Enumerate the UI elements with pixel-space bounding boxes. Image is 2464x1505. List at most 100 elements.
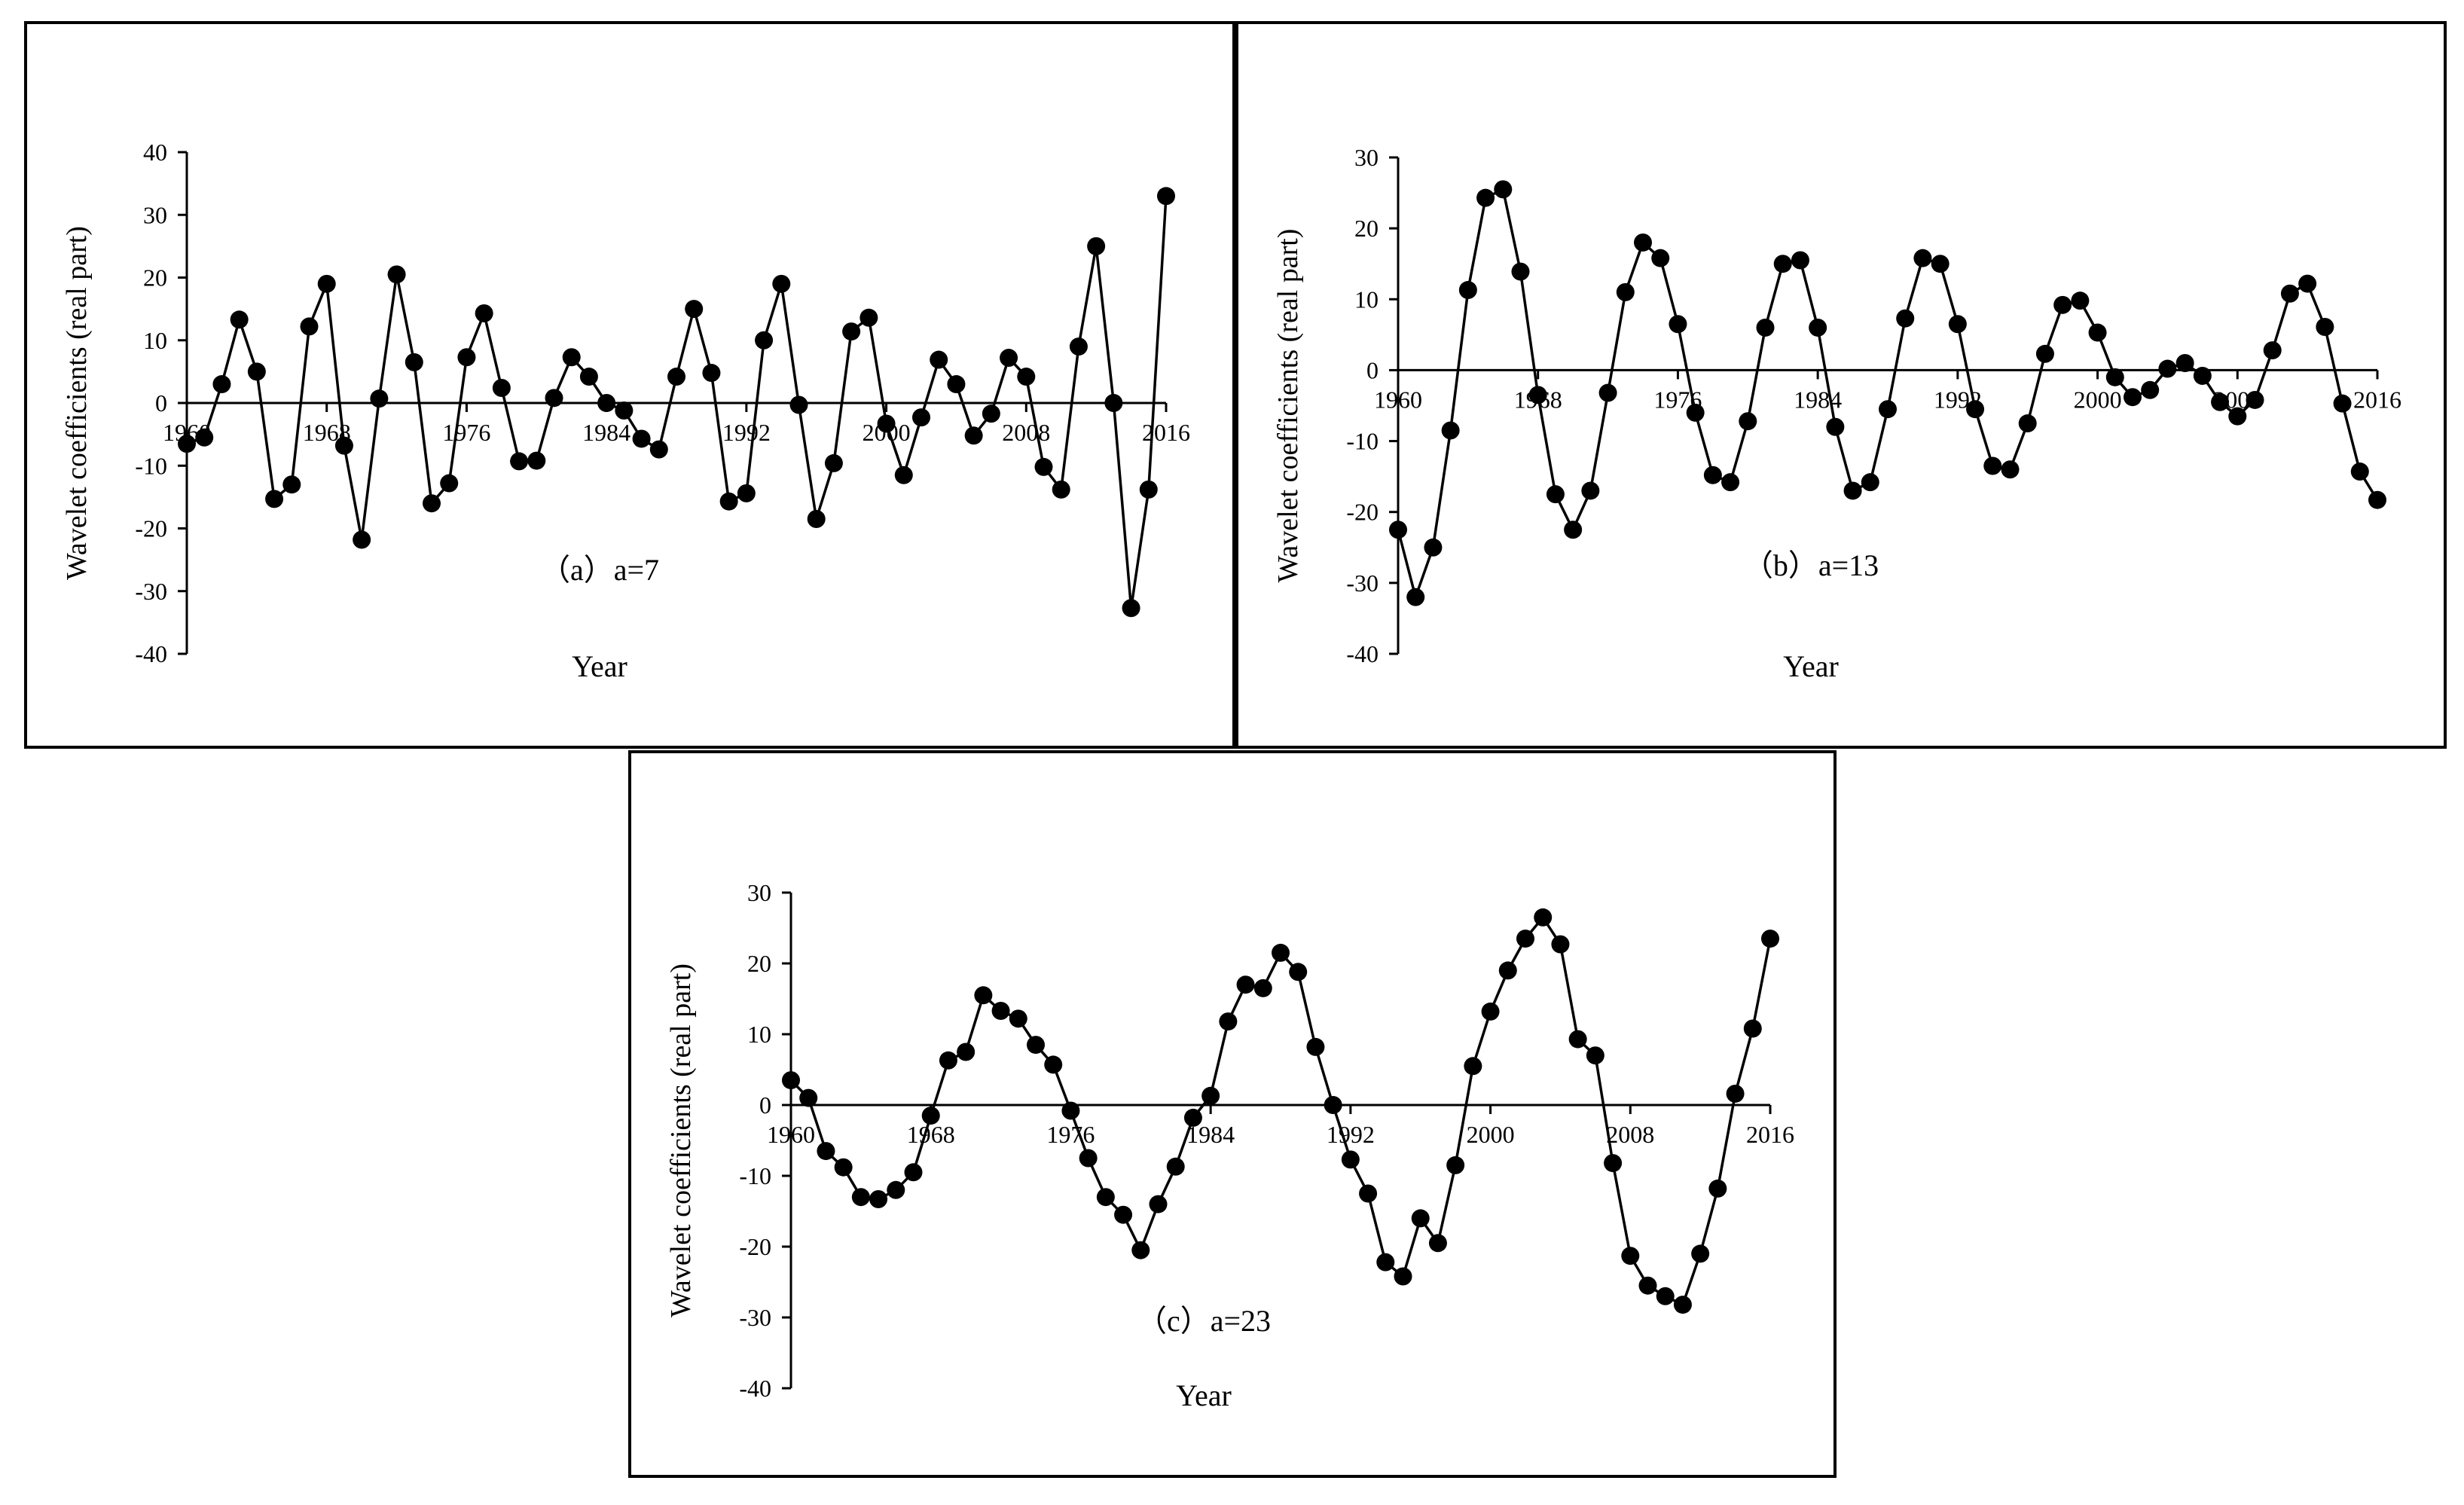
data-point — [974, 986, 993, 1005]
data-point — [2053, 295, 2072, 314]
data-point — [921, 1107, 940, 1125]
x-tick-label: 2008 — [1002, 419, 1050, 446]
y-tick-label: 0 — [155, 389, 167, 417]
data-point — [1634, 233, 1652, 252]
data-point — [230, 310, 249, 329]
data-point — [1069, 337, 1088, 356]
x-tick-label: 1968 — [907, 1121, 955, 1148]
data-point — [562, 348, 581, 367]
data-point — [1564, 520, 1583, 539]
data-point — [1428, 1234, 1447, 1253]
y-tick-label: -20 — [1346, 499, 1379, 526]
data-point — [1773, 255, 1792, 273]
data-point — [2280, 284, 2299, 303]
data-point — [1534, 908, 1553, 927]
data-point — [869, 1190, 888, 1209]
data-point — [1604, 1154, 1623, 1173]
data-point — [1236, 975, 1255, 994]
data-point — [877, 414, 896, 433]
data-point — [1703, 466, 1722, 484]
data-point — [1739, 412, 1757, 431]
data-point — [1826, 417, 1845, 436]
data-point — [1131, 1241, 1150, 1259]
data-point — [2263, 341, 2282, 360]
data-point — [1494, 180, 1513, 199]
data-point — [1476, 188, 1495, 207]
data-point — [1511, 262, 1530, 281]
data-point — [1341, 1150, 1360, 1169]
data-point — [737, 484, 756, 502]
chart-panel-b: -40-30-20-100102030196019681976198419922… — [1235, 21, 2447, 749]
data-point — [2246, 390, 2264, 409]
data-point — [1809, 318, 1827, 337]
y-tick-label: -10 — [135, 452, 167, 479]
data-point — [1389, 520, 1407, 539]
data-point — [317, 274, 336, 293]
data-point — [1931, 255, 1950, 273]
data-point — [1843, 481, 1862, 500]
data-point — [2175, 354, 2194, 373]
data-point — [1879, 400, 1897, 419]
y-axis-label: Wavelet coefficients (real part) — [1272, 229, 1304, 583]
data-point — [2350, 462, 2369, 481]
data-point — [789, 395, 808, 414]
x-axis-label: Year — [1176, 1378, 1232, 1412]
data-point — [2035, 344, 2054, 363]
data-point — [1621, 1247, 1640, 1265]
data-point — [842, 322, 861, 341]
data-point — [1721, 473, 1740, 492]
data-point — [807, 510, 826, 529]
y-tick-label: 10 — [747, 1021, 771, 1048]
data-point — [1376, 1253, 1395, 1271]
y-tick-label: 30 — [747, 879, 771, 906]
data-point — [817, 1142, 835, 1161]
y-tick-label: -30 — [739, 1304, 771, 1331]
chart-panel-a: -40 -30 -20 -10 0 10 20 30 40 1960 1968 1976 1984 199… — [24, 21, 1235, 749]
data-point — [2193, 366, 2212, 385]
y-tick-label: 0 — [1366, 356, 1379, 383]
data-point — [1253, 978, 1272, 997]
data-point — [1546, 485, 1565, 504]
data-point — [1598, 383, 1617, 402]
data-point — [1861, 473, 1879, 492]
data-point — [939, 1051, 957, 1070]
data-point — [947, 375, 966, 394]
data-point — [982, 404, 1000, 423]
data-point — [1000, 349, 1018, 368]
x-tick-label: 1976 — [442, 419, 490, 446]
data-point — [799, 1088, 818, 1107]
data-point — [1149, 1195, 1168, 1213]
y-tick-label: 30 — [143, 201, 167, 228]
x-tick-label: 2000 — [2074, 386, 2122, 413]
y-tick-label: 10 — [1354, 285, 1379, 313]
y-axis-label: Wavelet coefficients (real part) — [61, 226, 93, 580]
data-point — [930, 350, 948, 369]
data-point — [1464, 1057, 1482, 1076]
data-point — [1424, 538, 1443, 557]
x-tick-label: 1992 — [722, 419, 771, 446]
data-point — [387, 265, 406, 284]
data-point — [1183, 1108, 1202, 1127]
data-point — [1096, 1188, 1115, 1207]
data-point — [1394, 1267, 1412, 1286]
data-point — [2105, 368, 2124, 386]
data-point — [859, 308, 878, 327]
data-point — [2368, 490, 2386, 509]
data-point — [1708, 1179, 1727, 1198]
y-tick-label: 20 — [143, 264, 167, 292]
data-point — [964, 426, 983, 445]
y-tick-label: -10 — [1346, 428, 1379, 455]
data-point — [2211, 392, 2230, 411]
panel-caption: （b）a=13 — [1743, 548, 1879, 582]
chart-b: -40-30-20-100102030196019681976198419922… — [1272, 144, 2401, 683]
y-tick-label: 10 — [143, 327, 167, 354]
data-point — [2088, 323, 2107, 342]
data-point — [1756, 318, 1775, 337]
x-axis-label: Year — [1783, 649, 1839, 683]
data-point — [2158, 359, 2177, 378]
x-tick-label: 2016 — [2353, 386, 2401, 413]
data-point — [1743, 1019, 1762, 1038]
data-point — [1581, 481, 1600, 500]
data-point — [2228, 407, 2247, 426]
data-point — [1201, 1086, 1220, 1105]
